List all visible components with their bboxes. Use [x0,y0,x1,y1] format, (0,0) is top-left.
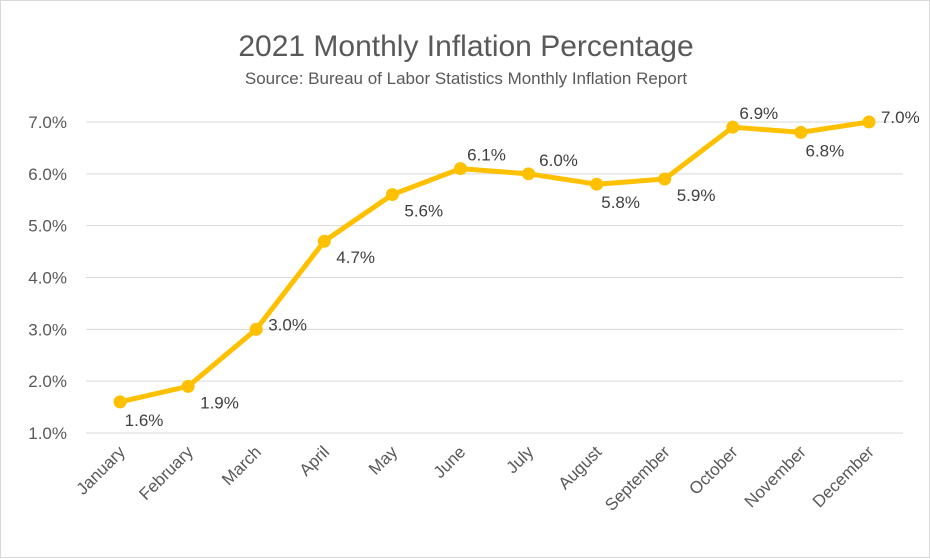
data-labels: 1.6% 1.9% 3.0% 4.7% 5.6% 6.1% 6.0% 5.8% 5.9% 6.9%… [125,104,920,430]
x-tick-label: October [685,442,741,498]
data-point [317,234,331,248]
series-layer [113,115,876,409]
data-point [181,379,195,393]
data-point [522,167,536,181]
x-tick-label: July [503,442,538,477]
series-line [117,119,872,405]
chart-title: 2021 Monthly Inflation Percentage [238,30,693,63]
data-label: 4.7% [336,248,375,267]
y-tick-label: 4.0% [28,269,67,288]
y-tick-label: 7.0% [28,113,67,132]
gridlines [86,121,903,434]
data-point [385,188,399,202]
data-label: 1.9% [200,393,239,412]
data-label: 6.8% [806,141,845,160]
data-label: 6.0% [539,151,578,170]
data-point [113,395,127,409]
x-tick-label: May [365,442,401,478]
x-axis-ticks: January February March April May June July Augu… [73,442,878,515]
y-tick-label: 3.0% [28,320,67,339]
data-point [862,115,876,129]
y-tick-label: 1.0% [28,424,67,443]
x-tick-label: February [135,442,197,504]
x-tick-label: March [218,442,265,489]
x-tick-label: June [430,442,470,482]
y-tick-label: 6.0% [28,165,67,184]
data-label: 5.8% [601,193,640,212]
x-tick-label: November [741,442,810,511]
x-tick-label: January [73,442,130,499]
data-label: 5.9% [677,186,716,205]
data-point [453,162,467,176]
y-tick-label: 5.0% [28,217,67,236]
data-label: 6.1% [467,146,506,165]
data-label: 3.0% [268,315,307,334]
y-tick-label: 2.0% [28,372,67,391]
data-point [249,322,263,336]
x-tick-label: April [296,442,333,479]
y-axis-ticks: 1.0% 2.0% 3.0% 4.0% 5.0% 6.0% 7.0% [28,113,67,443]
data-point [590,177,604,191]
data-point [726,120,740,134]
x-tick-label: September [601,442,673,514]
data-point [794,125,808,139]
chart-subtitle: Source: Bureau of Labor Statistics Month… [245,69,688,88]
data-label: 5.6% [404,202,443,221]
data-point [658,172,672,186]
data-label: 1.6% [125,411,164,430]
data-label: 6.9% [739,104,778,123]
x-tick-label: December [809,442,878,511]
data-label: 7.0% [881,108,920,127]
x-tick-label: August [555,442,606,493]
